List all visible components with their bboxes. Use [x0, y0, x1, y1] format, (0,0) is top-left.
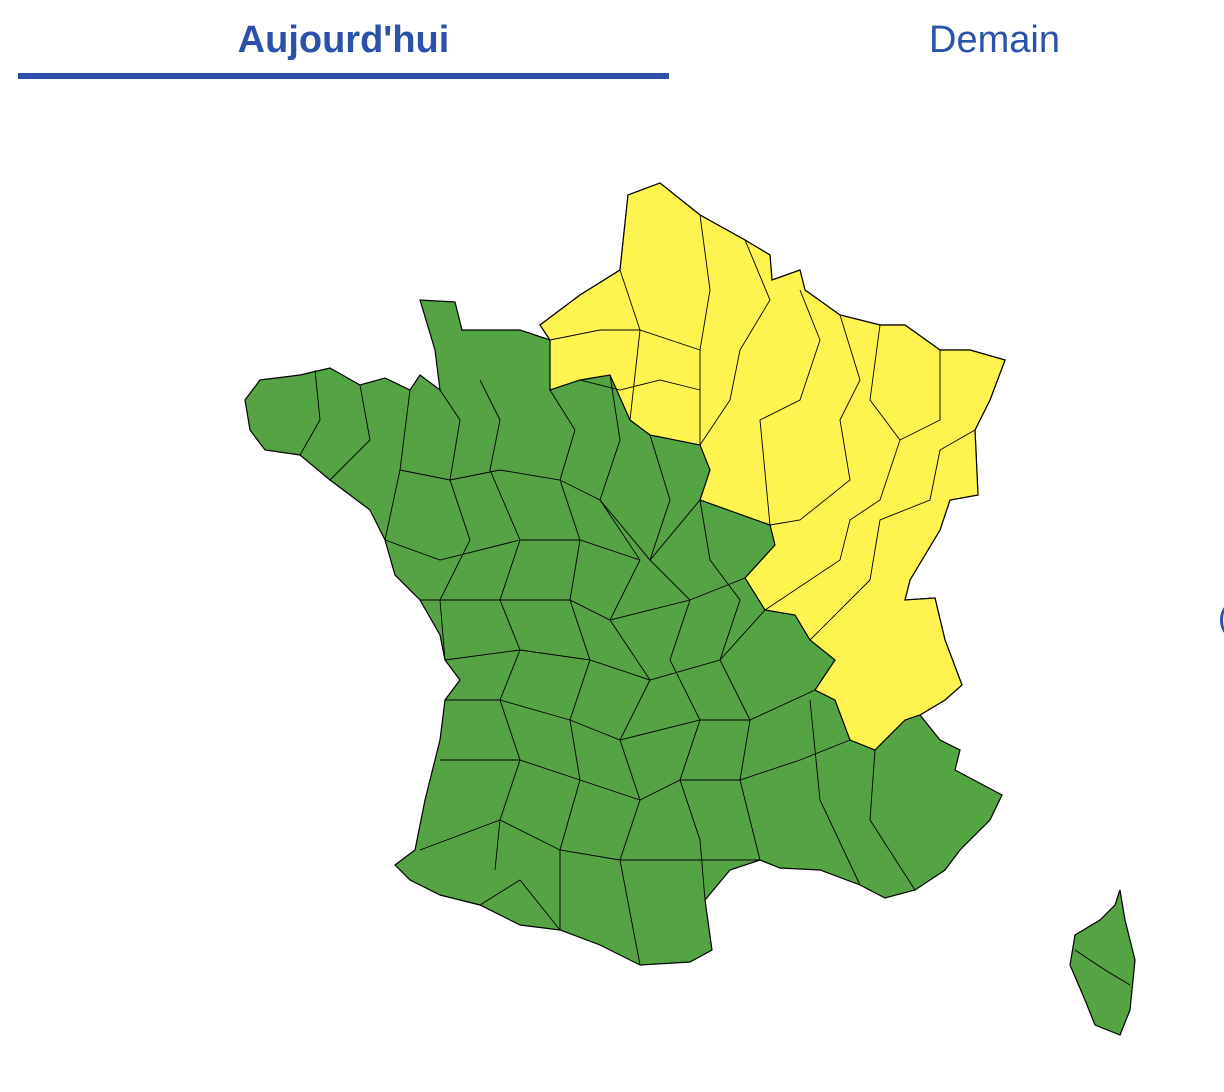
department-border: [440, 739, 851, 801]
day-tabs: Aujourd'hui Demain: [0, 0, 1224, 80]
department-border: [699, 214, 711, 445]
tab-today[interactable]: Aujourd'hui: [237, 18, 450, 61]
department-border: [1074, 949, 1131, 986]
tab-tomorrow[interactable]: Demain: [929, 18, 1060, 61]
department-border: [399, 469, 701, 561]
department-border: [764, 324, 901, 611]
department-border: [439, 389, 471, 661]
department-border: [479, 379, 521, 871]
department-border: [419, 819, 760, 861]
department-border: [649, 434, 706, 901]
region-yellow-northeast[interactable]: [539, 182, 1006, 751]
side-button-partial[interactable]: [1220, 600, 1224, 640]
department-border: [420, 577, 746, 621]
department-border: [549, 329, 701, 351]
department-border: [869, 749, 916, 891]
department-border: [479, 879, 561, 931]
department-border: [809, 699, 861, 886]
department-border: [699, 239, 771, 446]
department-border: [299, 369, 321, 456]
department-border: [769, 314, 861, 526]
department-border: [329, 384, 371, 481]
department-border: [384, 539, 641, 561]
region-green-corsica[interactable]: [1069, 889, 1136, 1036]
department-border: [549, 389, 591, 930]
department-border: [445, 689, 816, 741]
department-border: [579, 379, 701, 391]
department-border: [599, 374, 651, 966]
department-border: [809, 429, 976, 641]
department-border: [444, 609, 766, 681]
department-border: [759, 289, 821, 526]
department-border: [899, 350, 941, 441]
department-borders: [299, 214, 1131, 986]
active-tab-indicator: [18, 73, 669, 79]
